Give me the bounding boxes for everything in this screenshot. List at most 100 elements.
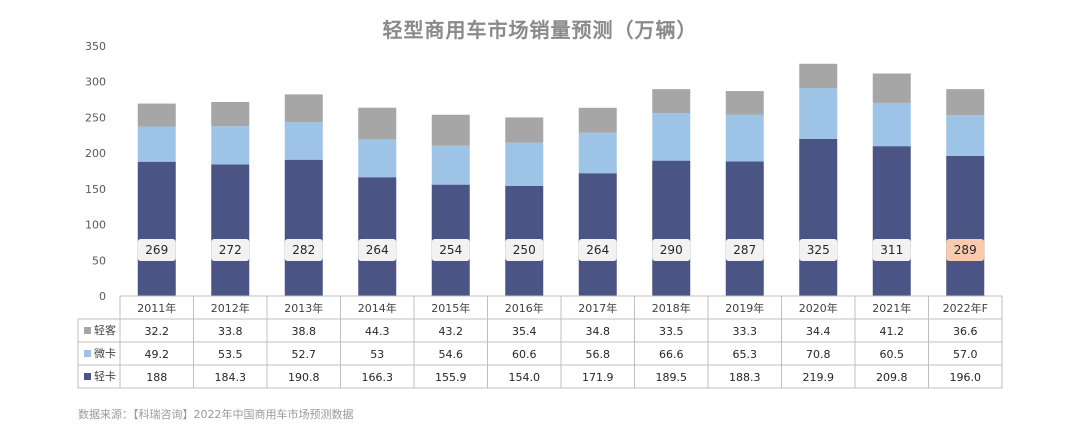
table-cell-value: 188 (146, 371, 167, 384)
table-cell-value: 49.2 (145, 348, 170, 361)
bar-segment-light-bus (799, 63, 838, 89)
x-category-label: 2017年 (578, 301, 617, 315)
bar-segment-light-bus (725, 91, 764, 115)
bar-segment-mini-truck (284, 122, 323, 160)
bar-segment-light-truck (652, 160, 691, 296)
table-cell-value: 154.0 (509, 371, 541, 384)
table-cell-value: 32.2 (145, 325, 170, 338)
y-tick-label: 100 (85, 219, 106, 232)
table-cell-value: 56.8 (586, 348, 611, 361)
y-tick-label: 250 (85, 111, 106, 124)
total-label: 325 (807, 243, 830, 257)
x-category-label: 2020年 (799, 301, 838, 315)
total-label-box (652, 239, 691, 261)
total-label: 264 (586, 243, 609, 257)
legend-label: 轻客 (94, 323, 116, 337)
table-cell-value: 65.3 (733, 348, 758, 361)
bar-segment-light-truck (211, 164, 250, 296)
bar-segment-mini-truck (578, 132, 617, 174)
table-cell-value: 70.8 (806, 348, 831, 361)
y-tick-label: 350 (85, 40, 106, 53)
bar-segment-light-bus (284, 94, 323, 123)
table-cell-value: 188.3 (729, 371, 761, 384)
bar-segment-light-bus (505, 117, 544, 143)
table-cell-value: 33.5 (659, 325, 684, 338)
total-label: 282 (292, 243, 315, 257)
total-label-box (358, 239, 397, 261)
table-cell-value: 53 (370, 348, 384, 361)
bar-segment-mini-truck (137, 126, 176, 162)
x-category-label: 2018年 (652, 301, 691, 315)
y-tick-label: 0 (99, 290, 106, 303)
table-cell-value: 166.3 (362, 371, 394, 384)
table-cell-value: 44.3 (365, 325, 390, 338)
bar-segment-light-truck (578, 173, 617, 296)
x-category-label: 2021年 (872, 301, 911, 315)
bar-segment-mini-truck (358, 139, 397, 178)
source-note: 数据来源：【科瑞咨询】2022年中国商用车市场预测数据 (78, 408, 354, 421)
table-cell-value: 209.8 (876, 371, 908, 384)
legend-label: 微卡 (94, 346, 116, 360)
table-cell-value: 43.2 (439, 325, 464, 338)
bar-segment-light-truck (725, 161, 764, 296)
total-label-box (137, 239, 176, 261)
table-cell-value: 190.8 (288, 371, 320, 384)
total-label-box (578, 239, 617, 261)
total-label: 290 (660, 243, 683, 257)
bar-segment-mini-truck (211, 126, 250, 165)
table-cell-value: 184.3 (215, 371, 247, 384)
bar-segment-light-bus (578, 107, 617, 133)
bar-segment-light-truck (872, 146, 911, 296)
legend-swatch (84, 350, 91, 357)
bar-segment-light-bus (652, 89, 691, 114)
bar-segment-light-truck (284, 159, 323, 296)
total-label: 264 (366, 243, 389, 257)
table-cell-value: 189.5 (656, 371, 688, 384)
table-cell-value: 53.5 (218, 348, 243, 361)
x-category-label: 2011年 (137, 301, 176, 315)
total-label-box (799, 239, 838, 261)
total-label-box (211, 239, 250, 261)
table-cell-value: 155.9 (435, 371, 467, 384)
bar-segment-light-bus (137, 103, 176, 127)
total-label-box (725, 239, 764, 261)
table-cell-value: 66.6 (659, 348, 684, 361)
total-label: 289 (954, 243, 977, 257)
bar-segment-mini-truck (505, 142, 544, 186)
total-label-box (431, 239, 470, 261)
table-cell-value: 54.6 (439, 348, 464, 361)
table-cell-value: 60.5 (880, 348, 905, 361)
legend-label: 轻卡 (94, 369, 116, 383)
total-label: 250 (513, 243, 536, 257)
bar-segment-mini-truck (799, 88, 838, 139)
table-cell-value: 196.0 (950, 371, 982, 384)
bar-segment-light-truck (799, 138, 838, 296)
table-cell-value: 60.6 (512, 348, 537, 361)
table-cell-value: 219.9 (803, 371, 835, 384)
bar-segment-mini-truck (946, 115, 985, 156)
x-category-label: 2013年 (284, 301, 323, 315)
bar-segment-light-bus (431, 114, 470, 146)
total-label-box (505, 239, 544, 261)
table-cell-value: 35.4 (512, 325, 537, 338)
chart-title: 轻型商用车市场销量预测（万辆） (382, 18, 698, 42)
legend-swatch (84, 327, 91, 334)
table-cell-value: 38.8 (292, 325, 317, 338)
table-cell-value: 171.9 (582, 371, 614, 384)
x-category-label: 2012年 (211, 301, 250, 315)
x-category-label: 2015年 (431, 301, 470, 315)
y-tick-label: 200 (85, 147, 106, 160)
total-label-box (946, 239, 985, 261)
x-category-label: 2022年F (943, 301, 988, 315)
table-cell-value: 34.8 (586, 325, 611, 338)
y-tick-label: 150 (85, 183, 106, 196)
bar-segment-light-truck (358, 177, 397, 296)
table-cell-value: 33.8 (218, 325, 243, 338)
total-label: 269 (145, 243, 168, 257)
bar-segment-light-truck (946, 156, 985, 296)
stacked-bar-chart: 0 50 100 150 200 250 300 350 269 272 282 264 254 250 2… (77, 40, 1003, 389)
bar-segment-light-bus (872, 73, 911, 103)
total-label: 254 (439, 243, 462, 257)
bar-segment-light-bus (358, 107, 397, 140)
